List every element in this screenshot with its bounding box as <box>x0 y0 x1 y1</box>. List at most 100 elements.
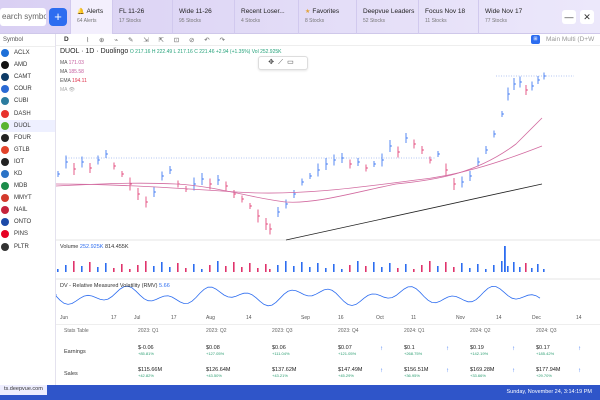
volume-bar <box>113 268 115 272</box>
layout-button[interactable]: ⊞ <box>531 35 540 44</box>
tab-title: Alerts <box>86 8 104 15</box>
tab-recent-losers[interactable]: Recent Loser... 4 Stocks <box>234 0 298 34</box>
minimize-button[interactable]: — <box>562 10 576 24</box>
sidebar-item-gtlb[interactable]: GTLB <box>0 144 55 156</box>
ticker-logo-icon <box>1 206 9 215</box>
earnings-value: $0.08 <box>206 345 220 351</box>
tab-fl-11-26[interactable]: FL 11-26 17 Stocks <box>112 0 172 34</box>
tab-sub: 77 Stocks <box>485 18 507 24</box>
x-tick-label: 11 <box>411 315 417 321</box>
sidebar-item-label: NAIL <box>14 207 28 214</box>
up-arrow-icon: ↑ <box>380 368 383 374</box>
sidebar-item-pltr[interactable]: PLTR <box>0 241 55 253</box>
sidebar-item-mmyt[interactable]: MMYT <box>0 192 55 204</box>
sidebar-item-mdb[interactable]: MDB <box>0 180 55 192</box>
ind-label: MA <box>60 69 68 75</box>
volume-bar <box>73 261 75 272</box>
volume-bar <box>543 269 545 272</box>
volume-bar <box>504 246 506 272</box>
ma-line-2 <box>56 145 543 194</box>
up-arrow-icon: ↑ <box>380 346 383 352</box>
ticker-logo-icon <box>1 133 9 142</box>
volume-bar <box>525 263 527 272</box>
toolbar-tool-icons[interactable]: ⌇ ⊕ ⌁ ✎ ⇲ ⇱ ⊡ ⊘ ↶ ↷ <box>86 37 229 44</box>
tab-wide-nov-17[interactable]: Wide Nov 17 77 Stocks <box>478 0 548 34</box>
volume-bar <box>145 261 147 272</box>
add-watchlist-button[interactable]: + <box>49 8 67 26</box>
sales-value: $147.49M <box>338 367 363 373</box>
ticker-logo-icon <box>1 73 9 82</box>
ticker-logo-icon <box>1 61 9 70</box>
star-icon: ★ <box>305 9 311 15</box>
sidebar-item-label: FOUR <box>14 134 31 141</box>
ma-indicator-1[interactable]: MA 171.03 <box>60 60 84 66</box>
interval-selector[interactable]: D <box>64 36 69 43</box>
earnings-growth: +111.04% <box>272 351 290 356</box>
volume-bar <box>413 269 415 272</box>
volume-bar <box>97 267 99 272</box>
sidebar-item-label: GTLB <box>14 146 30 153</box>
sidebar-item-cubi[interactable]: CUBI <box>0 95 55 107</box>
tab-title: Wide 11-26 <box>179 8 212 15</box>
sidebar-header: Symbol <box>0 34 55 47</box>
chart-legend: DUOL · 1D · Duolingo O 217.16 H 222.49 L… <box>60 48 282 55</box>
sidebar-item-cour[interactable]: COUR <box>0 83 55 95</box>
stats-col-header: 2024: Q2 <box>470 328 491 334</box>
volume-bar <box>421 265 423 272</box>
hidden-indicator[interactable]: MA 👁 <box>60 87 75 93</box>
tab-wide-11-26[interactable]: Wide 11-26 95 Stocks <box>172 0 234 34</box>
volume-bar <box>373 262 375 272</box>
sidebar-item-dash[interactable]: DASH <box>0 107 55 119</box>
sidebar-item-label: KD <box>14 170 23 177</box>
x-tick-label: 14 <box>496 315 502 321</box>
volume-bar <box>249 263 251 272</box>
x-tick-label: 14 <box>246 315 252 321</box>
ema-indicator[interactable]: EMA 194.11 <box>60 78 87 84</box>
earnings-growth: +85.81% <box>138 351 154 356</box>
tab-alerts[interactable]: 🔔 Alerts 64 Alerts <box>70 0 112 34</box>
rmv-title: DV - Relative Measured Volatility (RMV) <box>60 283 158 289</box>
volume-bar <box>445 262 447 272</box>
sidebar-item-onto[interactable]: ONTO <box>0 216 55 228</box>
layout-selector[interactable]: Main Multi (D+W <box>546 36 595 43</box>
earnings-cell: $-0.06 +85.81% <box>138 345 154 356</box>
ticker-logo-icon <box>1 230 9 239</box>
stats-col-header: 2023: Q1 <box>138 328 159 334</box>
volume-bar <box>161 262 163 272</box>
sales-cell: $177.94M +29.70% <box>536 367 560 378</box>
earnings-growth: +185.42% <box>536 351 555 356</box>
sidebar-item-kd[interactable]: KD <box>0 168 55 180</box>
sidebar-item-label: CAMT <box>14 74 31 81</box>
status-clock: Sunday, November 24, 3:14:19 PM <box>506 389 592 395</box>
sidebar-item-iot[interactable]: IOT <box>0 156 55 168</box>
ticker-logo-icon <box>1 194 9 203</box>
ma-indicator-2[interactable]: MA 185.58 <box>60 69 84 75</box>
comment-icon[interactable]: ▭ <box>287 59 298 66</box>
tab-favorites[interactable]: ★ Favorites 8 Stocks <box>298 0 356 34</box>
sidebar-item-four[interactable]: FOUR <box>0 132 55 144</box>
watchlist-sidebar: Symbol ACLX AMD CAMT COUR CUBI DASH DUOL FOUR GT… <box>0 34 56 390</box>
sales-growth: +36.95% <box>404 373 420 378</box>
price-chart-canvas[interactable] <box>56 34 600 314</box>
sidebar-item-amd[interactable]: AMD <box>0 59 55 71</box>
volume-bar <box>177 263 179 272</box>
earnings-growth: +121.05% <box>338 351 357 356</box>
drawing-tools-popup[interactable]: ✥⟋▭ <box>258 56 308 70</box>
volume-bar <box>65 265 67 272</box>
ohlc-readout: O 217.16 H 222.49 L 217.16 C 221.46 +2.9… <box>129 49 282 55</box>
sidebar-item-nail[interactable]: NAIL <box>0 204 55 216</box>
line-tool-icon[interactable]: ⟋ <box>278 59 288 66</box>
sidebar-item-camt[interactable]: CAMT <box>0 71 55 83</box>
close-button[interactable]: ✕ <box>580 10 594 24</box>
x-tick-label: Nov <box>456 315 465 321</box>
crosshair-icon[interactable]: ✥ <box>268 59 279 66</box>
tab-focus-nov-18[interactable]: Focus Nov 18 11 Stocks <box>418 0 478 34</box>
volume-bar <box>397 268 399 272</box>
ind-value: 194.11 <box>71 78 87 84</box>
sidebar-item-pins[interactable]: PINS <box>0 228 55 240</box>
sidebar-item-aclx[interactable]: ACLX <box>0 47 55 59</box>
sidebar-item-duol[interactable]: DUOL <box>0 119 55 132</box>
tab-deepvue-leaders[interactable]: Deepvue Leaders 52 Stocks <box>356 0 418 34</box>
search-input[interactable]: earch symbol <box>0 8 46 26</box>
eye-icon[interactable]: 👁 <box>68 87 75 93</box>
